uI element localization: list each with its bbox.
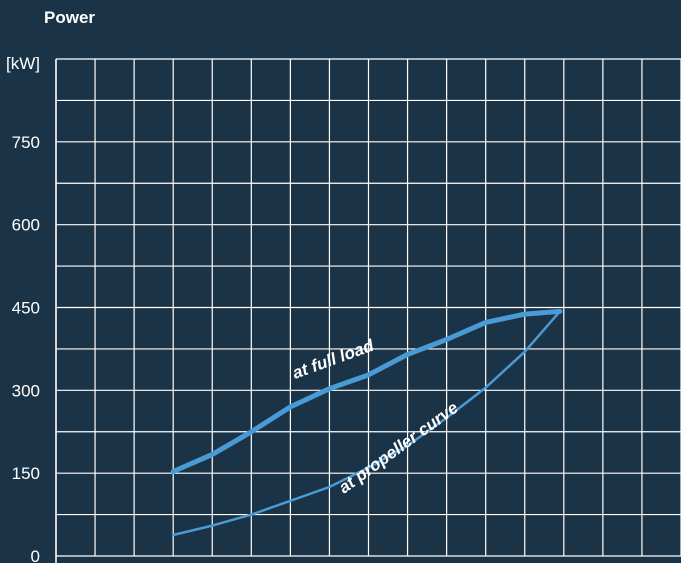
series-line-full-load xyxy=(170,308,563,474)
grid xyxy=(55,58,681,563)
y-tick-label: 150 xyxy=(12,464,40,483)
y-tick-labels: 750 600 450 300 150 0 xyxy=(12,133,40,563)
y-axis-label: [kW] xyxy=(6,54,40,73)
y-tick-label: 300 xyxy=(12,381,40,400)
chart-title: Power xyxy=(44,8,95,27)
y-tick-label: 600 xyxy=(12,216,40,235)
y-tick-label: 450 xyxy=(12,299,40,318)
series-line-propeller-curve xyxy=(171,310,562,537)
series-lines xyxy=(170,308,563,537)
y-tick-label: 750 xyxy=(12,133,40,152)
y-tick-label: 0 xyxy=(31,547,40,563)
